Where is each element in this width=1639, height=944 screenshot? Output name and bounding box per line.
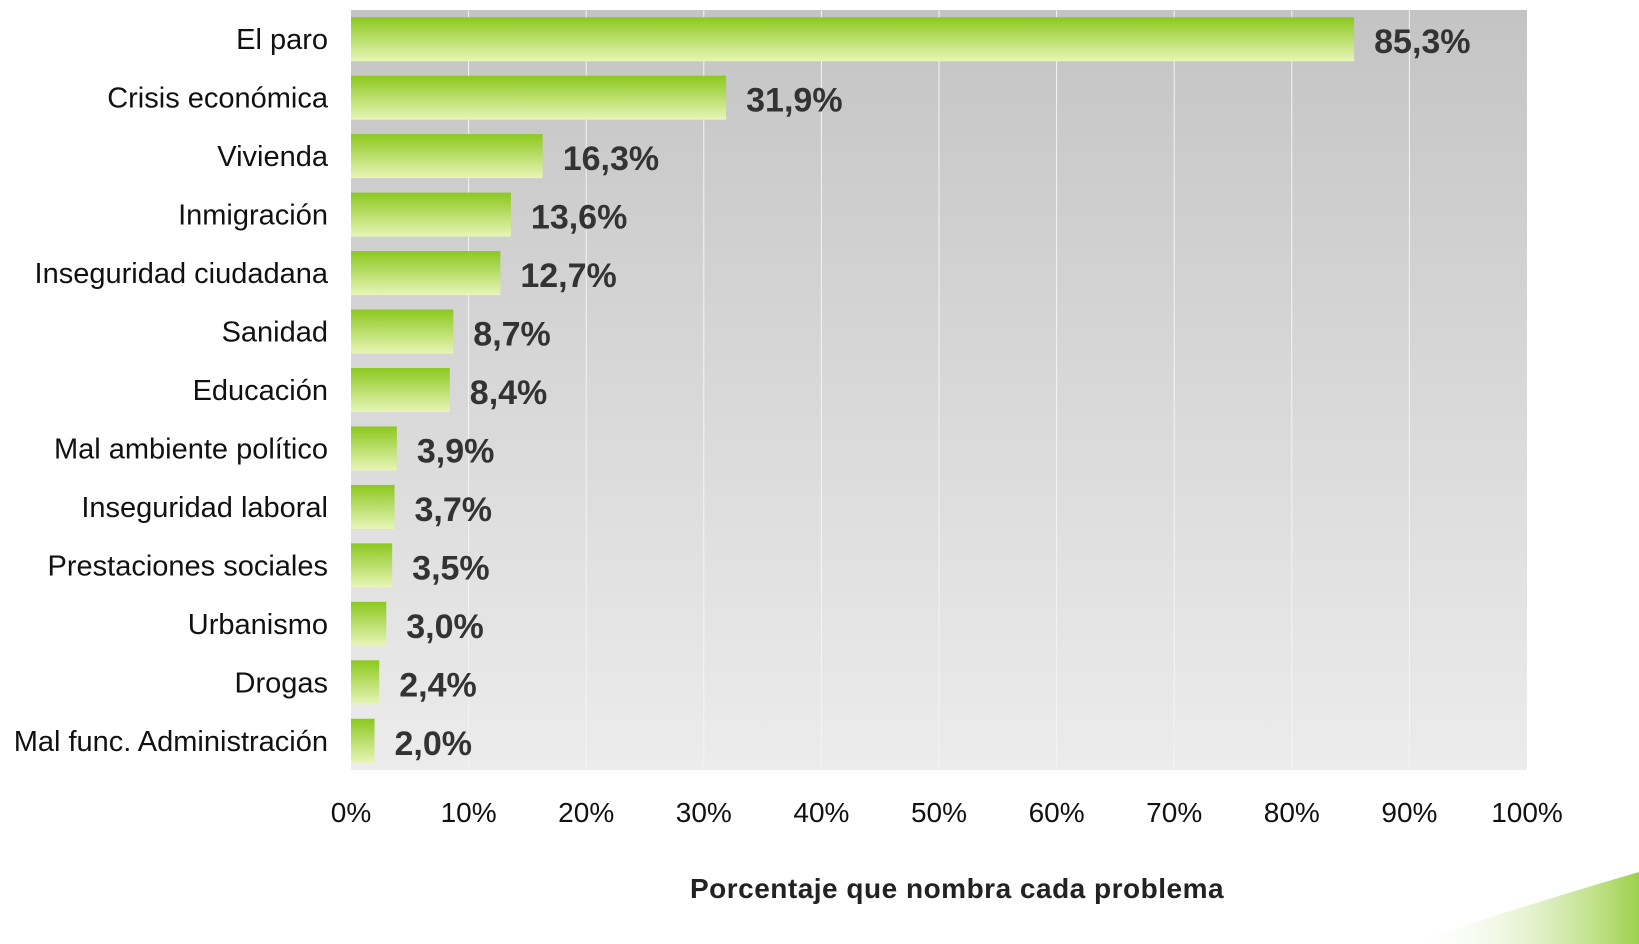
bar <box>351 426 397 471</box>
bar <box>351 718 375 763</box>
category-labels: El paro Crisis económica Vivienda Inmigraci… <box>14 24 329 758</box>
data-label: 3,5% <box>412 549 490 587</box>
bar <box>351 17 1355 62</box>
bar <box>351 543 393 588</box>
category-label: Vivienda <box>217 141 329 173</box>
category-label: Inmigración <box>178 200 328 232</box>
x-axis-ticks: 0% 10% 20% 30% 40% 50% 60% 70% 80% 90% 100% <box>331 797 1563 828</box>
bar <box>351 601 387 646</box>
bars <box>351 17 1355 763</box>
x-tick-label: 40% <box>793 797 849 828</box>
data-label: 12,7% <box>520 257 616 295</box>
data-label: 8,4% <box>470 374 548 412</box>
data-label: 85,3% <box>1374 23 1470 61</box>
category-label: El paro <box>236 24 328 56</box>
data-label: 2,4% <box>399 666 477 704</box>
bar <box>351 660 380 705</box>
x-tick-label: 0% <box>331 797 371 828</box>
x-tick-label: 30% <box>676 797 732 828</box>
category-label: Inseguridad laboral <box>81 492 328 524</box>
bar <box>351 368 450 412</box>
data-label: 31,9% <box>746 82 842 120</box>
data-label: 8,7% <box>473 316 551 354</box>
x-tick-label: 10% <box>441 797 497 828</box>
x-tick-label: 60% <box>1029 797 1085 828</box>
decorative-swoosh <box>1410 872 1639 944</box>
category-label: Drogas <box>235 667 329 699</box>
category-label: Mal func. Administración <box>14 726 328 758</box>
x-tick-label: 70% <box>1146 797 1202 828</box>
data-label: 3,0% <box>406 608 484 646</box>
data-label: 16,3% <box>563 140 659 178</box>
x-tick-label: 80% <box>1264 797 1320 828</box>
bar <box>351 134 543 179</box>
bar <box>351 192 511 237</box>
x-tick-label: 100% <box>1491 797 1563 828</box>
category-label: Inseguridad ciudadana <box>35 258 329 290</box>
bar <box>351 309 454 354</box>
bar <box>351 484 395 529</box>
x-tick-label: 20% <box>558 797 614 828</box>
data-label: 3,7% <box>415 491 493 529</box>
category-label: Prestaciones sociales <box>48 550 328 582</box>
bar <box>351 75 727 120</box>
x-axis-title: Porcentaje que nombra cada problema <box>690 873 1224 904</box>
data-label: 13,6% <box>531 199 627 237</box>
data-label: 2,0% <box>395 725 473 763</box>
category-label: Educación <box>193 375 328 407</box>
category-label: Urbanismo <box>188 609 328 641</box>
x-tick-label: 90% <box>1381 797 1437 828</box>
x-tick-label: 50% <box>911 797 967 828</box>
category-label: Sanidad <box>222 317 328 349</box>
category-label: Mal ambiente político <box>54 433 328 465</box>
value-labels: 85,3% 31,9% 16,3% 13,6% 12,7% 8,7% 8,4% 3,9% 3,7… <box>395 23 1471 763</box>
category-label: Crisis económica <box>107 83 329 115</box>
bar <box>351 251 501 296</box>
data-label: 3,9% <box>417 432 495 470</box>
